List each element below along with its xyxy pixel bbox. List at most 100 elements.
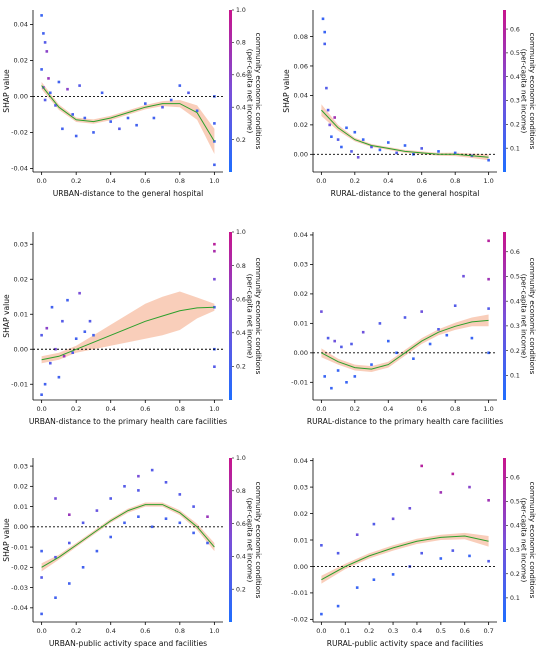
y-tick-label: -0.01 (291, 589, 308, 597)
colorbar-tick-label: 1.0 (236, 455, 246, 462)
fit-line (321, 109, 489, 158)
scatter-point (213, 365, 216, 368)
y-tick-label: 0.02 (294, 510, 308, 518)
scatter-point (40, 549, 43, 553)
scatter-point (54, 347, 57, 351)
scatter-point (387, 141, 390, 144)
x-tick-label: 0.2 (350, 405, 360, 413)
y-tick-label: -0.04 (11, 165, 28, 173)
colorbar-tick-label: 0.2 (236, 586, 246, 593)
colorbar-tick-label: 0.3 (510, 547, 520, 554)
scatter-point (353, 375, 357, 378)
colorbar-label-line: (per-capita net income) (246, 49, 255, 134)
colorbar-label: community economic conditions(per-capita… (520, 33, 538, 150)
colorbar (229, 10, 232, 172)
scatter-point (49, 91, 52, 95)
scatter-point (350, 342, 353, 346)
y-tick-label: 0.04 (294, 457, 308, 465)
scatter-point (152, 116, 156, 120)
scatter-point (391, 573, 395, 576)
x-tick-label: 1.0 (209, 627, 219, 635)
colorbar-tick-label: 0.1 (510, 595, 520, 602)
colorbar (503, 232, 506, 400)
scatter-point (192, 531, 195, 535)
y-tick-label: 0.01 (14, 503, 28, 511)
scatter-point (353, 130, 357, 134)
scatter-point (336, 551, 340, 555)
y-tick-label: 0.03 (294, 483, 308, 491)
y-tick-label: 0.04 (294, 231, 308, 239)
scatter-point (462, 274, 465, 278)
scatter-point (83, 330, 87, 333)
y-tick-label: 0.00 (14, 346, 28, 354)
y-tick-label: 0.04 (14, 21, 28, 29)
scatter-point (420, 147, 423, 150)
scatter-point (66, 298, 69, 302)
scatter-point (355, 533, 359, 536)
scatter-point (355, 586, 359, 589)
colorbar-label-line: community economic conditions (528, 258, 537, 375)
scatter-point (57, 375, 61, 379)
x-tick-label: 0.8 (175, 405, 185, 413)
scatter-point (40, 576, 43, 579)
scatter-point (195, 109, 199, 113)
x-tick-label: 0.0 (316, 627, 326, 635)
scatter-point (439, 557, 443, 560)
scatter-point (68, 513, 71, 516)
colorbar-tick-label: 0.1 (510, 145, 520, 152)
y-tick-label: 0.00 (14, 523, 28, 531)
scatter-point (61, 319, 64, 323)
scatter-point (92, 333, 95, 337)
x-tick-label: 0.2 (364, 627, 374, 635)
colorbar (229, 232, 232, 400)
colorbar-label-line: (per-capita net income) (520, 274, 529, 359)
x-tick-label: 0.8 (450, 177, 460, 185)
chart-panel-5: 0.0 0.2 0.4 0.6 0.8 1.0 -0.04 -0.03 -0.02 -0.01 0.… (2, 455, 263, 648)
colorbar-label-line: community economic conditions (254, 33, 263, 150)
confidence-band (41, 502, 215, 572)
colorbar-tick-label: 1.0 (236, 7, 246, 14)
scatter-point (468, 554, 471, 558)
colorbar-tick-label: 0.8 (236, 40, 246, 47)
scatter-point (206, 515, 209, 518)
scatter-point (325, 86, 328, 90)
scatter-point (78, 84, 81, 87)
scatter-point (468, 485, 471, 489)
scatter-point (54, 555, 57, 559)
y-tick-label: 0.04 (294, 92, 308, 100)
scatter-point (213, 305, 216, 309)
confidence-band (41, 82, 215, 154)
x-tick-label: 1.0 (209, 405, 219, 413)
x-axis-label: URBAN-distance to the general hospital (53, 189, 204, 198)
chart-panel-3: 0.0 0.2 0.4 0.6 0.8 1.0 -0.01 0.00 0.01 0.02 0.03 U… (2, 229, 263, 426)
scatter-point (50, 305, 54, 309)
x-tick-label: 0.6 (417, 177, 427, 185)
chart-panel-2: 0.0 0.2 0.4 0.6 0.8 1.0 0.00 0.02 0.04 0.06 0.08 RU… (282, 10, 537, 198)
y-axis-label: SHAP value (2, 518, 11, 562)
scatter-point (109, 497, 112, 500)
colorbar-tick-label: 0.8 (236, 263, 246, 270)
x-tick-label: 0.6 (140, 627, 150, 635)
scatter-point (470, 336, 474, 340)
colorbar-tick-label: 0.2 (510, 122, 520, 129)
y-tick-label: 0.00 (294, 151, 308, 159)
x-tick-label: 0.0 (316, 177, 326, 185)
scatter-point (336, 369, 340, 372)
colorbar-tick-label: 0.1 (510, 372, 520, 379)
y-tick-label: -0.01 (11, 381, 28, 389)
colorbar-tick-label: 0.4 (236, 554, 246, 561)
colorbar-label-line: community economic conditions (528, 33, 537, 150)
scatter-point (330, 386, 333, 390)
scatter-point (403, 316, 407, 319)
scatter-point (213, 122, 216, 125)
scatter-point (439, 491, 443, 494)
colorbar-label-line: community economic conditions (528, 482, 537, 599)
scatter-point (61, 127, 64, 131)
y-tick-label: 0.00 (294, 563, 308, 571)
x-tick-label: 0.6 (460, 627, 470, 635)
scatter-point (150, 468, 154, 472)
x-tick-label: 1.0 (483, 405, 493, 413)
scatter-point (420, 310, 423, 313)
scatter-point (330, 135, 333, 138)
scatter-point (408, 507, 412, 510)
